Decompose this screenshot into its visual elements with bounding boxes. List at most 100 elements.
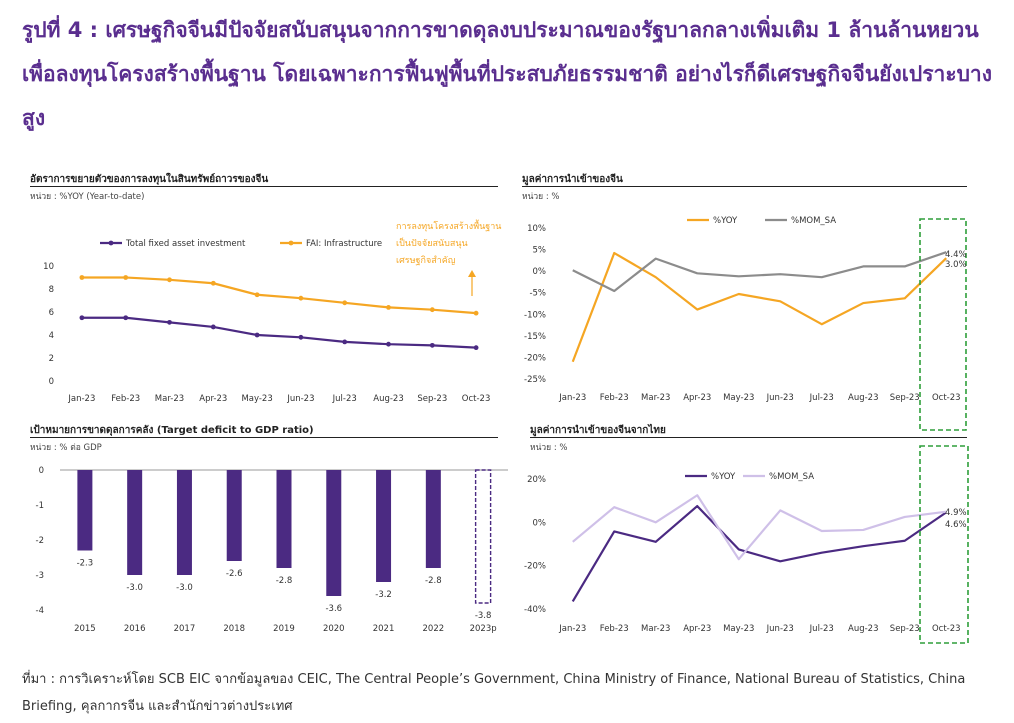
data-point (254, 332, 260, 338)
x-tick-label: Aug-23 (848, 393, 878, 403)
x-tick-label: Sep-23 (890, 393, 920, 403)
end-label: 3.0% (945, 260, 967, 270)
y-tick-label: -20% (524, 353, 546, 363)
x-tick-label: 2017 (174, 624, 196, 634)
data-point (342, 300, 348, 306)
x-tick-label: 2015 (74, 624, 96, 634)
x-tick-label: May-23 (723, 624, 754, 634)
legend-label: %MOM_SA (769, 472, 814, 482)
x-tick-label: 2023p (470, 624, 497, 634)
title-rule (522, 186, 967, 187)
legend-label: %YOY (713, 216, 738, 226)
y-tick-label: -3 (36, 571, 44, 581)
y-tick-label: 0% (533, 267, 547, 277)
source-note: ที่มา : การวิเคราะห์โดย SCB EIC จากข้อมู… (22, 672, 966, 714)
data-point (210, 324, 216, 330)
legend-marker (108, 240, 114, 246)
y-tick-label: 20% (527, 475, 546, 485)
x-tick-label: Apr-23 (683, 393, 711, 403)
bar (326, 470, 342, 596)
bar (127, 470, 143, 575)
x-tick-label: 2020 (323, 624, 345, 634)
data-label: -3.0 (126, 583, 143, 593)
y-tick-label: 6 (49, 308, 54, 318)
x-tick-label: Oct-23 (932, 393, 961, 403)
chart-unit-fai: หน่วย : %YOY (Year-to-date) (30, 192, 145, 202)
x-tick-label: Jun-23 (766, 393, 794, 403)
data-point (342, 339, 348, 345)
bar (474, 469, 492, 604)
x-tick-label: Jun-23 (766, 624, 794, 634)
y-tick-label: 2 (49, 354, 54, 364)
annotation-arrow-head (468, 270, 476, 277)
y-tick-label: -2 (36, 536, 44, 546)
x-tick-label: Mar-23 (641, 624, 670, 634)
data-point (210, 280, 216, 286)
chart-fai: 0 2 4 6 8 10 Jan-23 Feb-23 Mar-23 Apr-23 May-23 Jun… (43, 219, 501, 404)
series-line (81, 276, 477, 315)
data-point (429, 307, 435, 313)
series-line (572, 251, 947, 293)
bar (176, 470, 192, 575)
x-tick-label: Jul-23 (809, 624, 834, 634)
data-point (429, 342, 435, 348)
y-tick-label: -40% (524, 605, 546, 615)
x-tick-label: Apr-23 (683, 624, 711, 634)
data-label: -3.6 (325, 604, 342, 614)
x-tick-label: Apr-23 (199, 394, 227, 404)
chart-unit-imports-thai: หน่วย : % (530, 443, 568, 453)
x-tick-label: Oct-23 (932, 624, 961, 634)
title-rule (30, 437, 498, 438)
legend-label: %YOY (711, 472, 736, 482)
x-tick-label: Jul-23 (332, 394, 357, 404)
chart-unit-imports: หน่วย : % (522, 192, 560, 202)
x-tick-label: 2016 (124, 624, 146, 634)
data-point (473, 310, 479, 316)
end-label: 4.9% (945, 508, 967, 518)
end-label: 4.6% (945, 520, 967, 530)
data-point (167, 319, 172, 325)
bar (376, 470, 392, 582)
bar (226, 470, 242, 561)
data-point (79, 275, 85, 280)
x-tick-label: Mar-23 (155, 394, 184, 404)
panel-fai: อัตราการขยายตัวของการลงทุนในสินทรัพย์ถาว… (30, 172, 501, 412)
y-tick-label: 10% (527, 224, 546, 234)
series-line (571, 251, 948, 363)
y-tick-label: 8 (49, 285, 54, 295)
x-tick-label: May-23 (241, 394, 272, 404)
x-tick-label: 2022 (423, 624, 445, 634)
x-tick-label: Jan-23 (67, 394, 95, 404)
chart-title-imports-thai: มูลค่าการนำเข้าของจีนจากไทย (530, 425, 666, 436)
panel-deficit: เป้าหมายการขาดดุลการคลัง (Target deficit… (30, 423, 508, 643)
x-tick-label: Aug-23 (373, 394, 403, 404)
bar (77, 470, 93, 551)
title-rule (530, 437, 967, 438)
y-tick-label: -15% (524, 332, 546, 342)
x-tick-label: Oct-23 (462, 394, 491, 404)
legend-label: FAI: Infrastructure (306, 239, 382, 249)
y-tick-label: 10 (43, 262, 54, 272)
bar (276, 470, 292, 568)
chart-unit-deficit: หน่วย : % ต่อ GDP (30, 443, 102, 453)
y-tick-label: -1 (36, 501, 44, 511)
title-rule (30, 186, 498, 187)
series-line (81, 316, 477, 349)
legend-label: %MOM_SA (791, 216, 836, 226)
x-tick-label: 2019 (273, 624, 295, 634)
figure-heading: รูปที่ 4 : เศรษฐกิจจีนมีปัจจัยสนับสนุนจา… (22, 18, 992, 130)
panel-imports-thai: มูลค่าการนำเข้าของจีนจากไทย หน่วย : % -4… (524, 423, 990, 644)
data-point (123, 275, 129, 280)
data-point (386, 341, 391, 347)
chart-imports: -25% -20% -15% -10% -5% 0% 5% 10% Jan-23 Feb-23 Ma… (524, 216, 967, 431)
data-label: -2.8 (425, 576, 442, 586)
series-line (572, 494, 947, 561)
y-tick-label: 5% (533, 246, 547, 256)
x-tick-label: Feb-23 (600, 624, 629, 634)
legend-marker (288, 240, 294, 246)
data-point (123, 315, 129, 321)
data-label: -3.0 (176, 583, 193, 593)
data-point (298, 334, 304, 340)
data-point (473, 345, 479, 351)
highlight-box (919, 218, 967, 431)
